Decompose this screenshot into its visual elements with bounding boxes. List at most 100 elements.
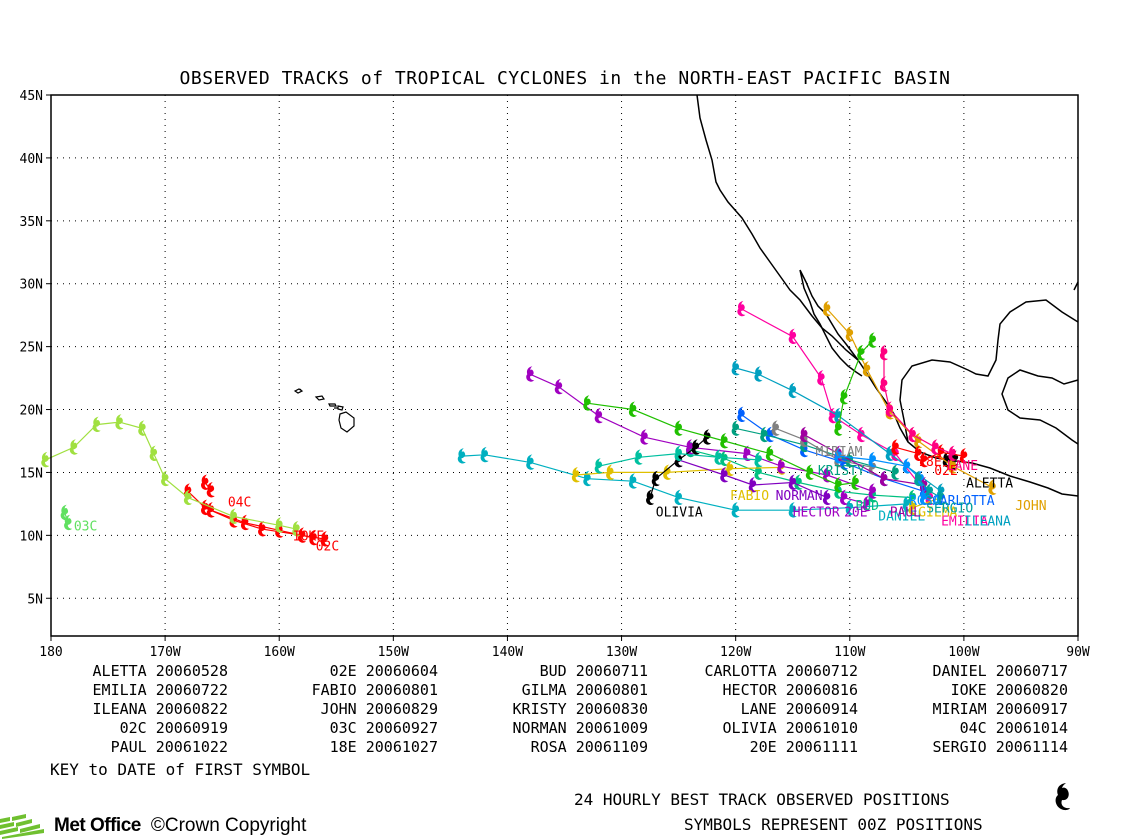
storm-label: GILMA: [918, 505, 957, 520]
cyclone-position-icon: [948, 458, 957, 474]
cyclone-position-icon: [760, 426, 769, 443]
storm-label: 04C: [228, 495, 251, 510]
storm-label: 03C: [74, 519, 97, 534]
cyclone-position-icon: [737, 300, 746, 317]
cyclone-position-icon: [788, 328, 797, 344]
cyclone-position-icon: [720, 432, 729, 449]
x-tick-label: 100W: [948, 645, 979, 660]
key-entry: JOHN 20060829: [320, 700, 438, 718]
key-entry: GILMA 20060801: [521, 681, 648, 699]
gulf-coastline: [899, 281, 1079, 445]
storm-label: 20E: [844, 505, 867, 520]
cyclone-position-icon: [862, 495, 871, 512]
y-tick-label: 25N: [20, 341, 43, 356]
key-entry: MIRIAM 20060917: [932, 700, 1068, 718]
cyclone-position-icon: [754, 451, 763, 468]
cyclone-position-icon: [457, 448, 466, 464]
track-line: [587, 402, 856, 486]
cyclone-position-icon: [834, 448, 843, 464]
cyclone-position-icon: [161, 470, 170, 487]
met-office-logo: Met Office ©Crown Copyright: [0, 812, 306, 840]
cyclone-position-icon: [840, 388, 849, 405]
cyclone-position-icon: [634, 449, 643, 465]
cyclone-position-icon: [60, 504, 69, 521]
track-line: [735, 367, 942, 492]
cyclone-position-icon: [149, 445, 158, 461]
y-tick-label: 45N: [20, 89, 43, 104]
storm-track: [914, 470, 946, 506]
x-tick-label: 130W: [606, 645, 637, 660]
key-entry: FABIO 20060801: [311, 681, 438, 699]
cyclone-position-icon: [309, 529, 318, 546]
cyclone-position-icon: [937, 489, 946, 506]
cyclone-position-icon: [788, 502, 797, 518]
cyclone-position-icon: [817, 370, 826, 386]
cyclone-position-icon: [925, 483, 934, 499]
cyclone-position-icon: [879, 470, 889, 487]
cyclone-position-icon: [902, 495, 911, 512]
storm-label: PAUL: [890, 505, 921, 520]
cyclone-position-icon: [674, 489, 683, 506]
map-frame: [50, 94, 1079, 637]
cyclone-position-icon: [822, 489, 831, 506]
cyclone-position-icon: [201, 474, 210, 490]
key-entry: CARLOTTA 20060712: [704, 662, 858, 680]
cyclone-position-icon: [834, 477, 843, 493]
y-tick-label: 40N: [20, 152, 43, 167]
cyclone-tracks: [41, 300, 997, 547]
storm-label: NORMAN: [776, 489, 823, 504]
storm-track: [60, 504, 73, 531]
cyclone-position-icon: [737, 406, 746, 422]
key-entry: KRISTY 20060830: [512, 700, 648, 718]
key-entry: HECTOR 20060816: [722, 681, 858, 699]
key-entry: PAUL 20061022: [110, 738, 228, 756]
cyclone-position-icon: [908, 426, 917, 443]
key-entry: BUD 20060711: [539, 662, 648, 680]
cyclone-position-icon: [628, 473, 637, 489]
cyclone-position-icon: [891, 464, 900, 480]
storm-track: [891, 439, 923, 461]
storm-track: [822, 300, 997, 495]
storm-track: [41, 414, 301, 537]
cyclone-position-icon: [914, 470, 923, 487]
cyclone-position-icon: [805, 464, 814, 480]
storm-label: 02C: [316, 539, 339, 554]
cyclone-position-icon: [714, 449, 723, 465]
cyclone-position-icon: [674, 445, 683, 461]
cyclone-position-icon: [583, 470, 592, 487]
cyclone-position-icon: [948, 445, 957, 461]
cyclone-position-icon: [64, 514, 73, 531]
y-tick-label: 35N: [20, 215, 43, 230]
track-line: [45, 421, 297, 530]
cyclone-position-icon: [822, 300, 831, 317]
cyclone-position-icon: [183, 489, 192, 506]
key-entry: OLIVIA 20061010: [722, 719, 858, 737]
cyclone-position-icon: [800, 426, 809, 443]
key-entry: 04C 20061014: [959, 719, 1068, 737]
cyclone-position-icon: [731, 502, 740, 518]
key-column-5: DANIEL 20060717 IOKE 20060820 MIRIAM 200…: [890, 662, 1068, 757]
map-title: OBSERVED TRACKS of TROPICAL CYCLONES in …: [179, 68, 951, 89]
storm-label: FABIO: [730, 489, 769, 504]
cyclone-position-icon: [851, 474, 860, 490]
key-entry: 02E 20060604: [329, 662, 438, 680]
x-tick-label: 140W: [492, 645, 523, 660]
y-tick-label: 5N: [27, 592, 43, 607]
cyclone-position-icon: [788, 474, 797, 490]
storm-track: [840, 489, 871, 512]
y-tick-label: 30N: [20, 278, 43, 293]
axes: 180 170W 160W 150W 140W 130W 120W 110W 100W 90W 45…: [20, 89, 1090, 660]
cyclone-position-icon: [908, 499, 917, 516]
storm-label: JOHN: [1015, 499, 1046, 514]
key-entry: ROSA 20061109: [530, 738, 648, 756]
cyclone-position-icon: [885, 401, 894, 417]
cyclone-position-icon: [594, 407, 603, 424]
storm-label: ILEANA: [964, 514, 1011, 529]
cyclone-position-icon: [840, 489, 849, 506]
storm-track: [919, 444, 968, 468]
cyclone-position-icon: [902, 458, 911, 474]
cyclone-position-icon: [725, 460, 734, 477]
storm-track: [201, 474, 215, 498]
cyclone-position-icon: [69, 439, 78, 455]
baja-california-coastline: [799, 269, 863, 377]
